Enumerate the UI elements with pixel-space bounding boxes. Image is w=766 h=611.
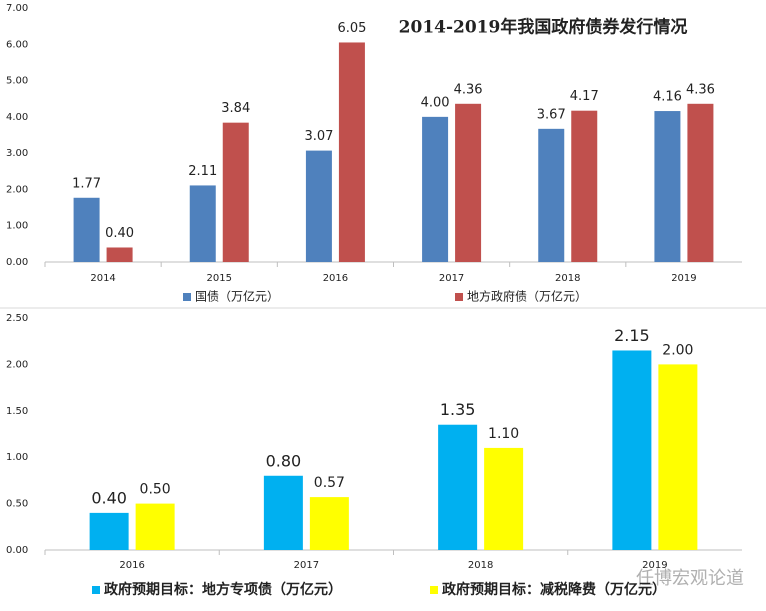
data-label: 6.05	[337, 21, 366, 36]
legend-label: 政府预期目标：减税降费（万亿元）	[442, 581, 666, 598]
data-label: 1.10	[488, 426, 519, 442]
legend-label: 国债（万亿元）	[195, 289, 279, 304]
data-label: 3.07	[304, 129, 333, 144]
data-label: 4.36	[454, 82, 483, 97]
watermark: 任博宏观论道	[636, 568, 744, 589]
x-tick-label: 2014	[90, 273, 115, 284]
bar	[484, 447, 524, 550]
data-label: 4.16	[653, 90, 682, 105]
y-tick-label: 1.00	[6, 221, 28, 232]
y-tick-label: 0.00	[6, 545, 28, 556]
legend-marker	[455, 293, 463, 301]
legend-marker	[430, 586, 438, 594]
legend-marker	[92, 586, 100, 594]
data-label: 1.77	[72, 176, 101, 191]
data-label: 2.15	[614, 326, 650, 345]
data-label: 0.57	[314, 475, 345, 491]
bar	[658, 364, 698, 550]
data-label: 3.67	[537, 107, 566, 122]
data-label: 0.80	[266, 451, 302, 470]
bar	[338, 42, 365, 262]
bar	[438, 424, 478, 550]
bar	[309, 497, 349, 550]
bar	[263, 475, 303, 550]
bar	[612, 350, 652, 550]
bar	[654, 111, 681, 263]
bar	[135, 503, 175, 550]
data-label: 2.11	[188, 164, 217, 179]
bar	[189, 185, 216, 262]
y-tick-label: 0.50	[6, 499, 28, 510]
legend-label: 地方政府债（万亿元）	[467, 289, 587, 304]
data-label: 1.35	[440, 400, 476, 419]
y-tick-label: 1.50	[6, 406, 28, 417]
data-label: 4.17	[570, 89, 599, 104]
bar	[538, 128, 565, 262]
y-tick-label: 5.00	[6, 76, 28, 87]
x-tick-label: 2018	[555, 273, 580, 284]
y-tick-label: 2.00	[6, 184, 28, 195]
data-label: 4.36	[686, 82, 715, 97]
bar	[106, 247, 133, 262]
y-tick-label: 2.00	[6, 359, 28, 370]
bar	[455, 103, 482, 263]
y-tick-label: 3.00	[6, 148, 28, 159]
y-tick-label: 6.00	[6, 39, 28, 50]
bar	[422, 116, 449, 262]
legend-label: 政府预期目标：地方专项债（万亿元）	[104, 581, 342, 598]
data-label: 3.84	[221, 101, 250, 116]
bar	[571, 110, 598, 262]
bar	[305, 150, 332, 262]
legend-marker	[183, 293, 191, 301]
bar	[222, 122, 249, 262]
data-label: 4.00	[421, 95, 450, 110]
x-tick-label: 2015	[207, 273, 232, 284]
chart-title: 2014-2019年我国政府债券发行情况	[399, 17, 688, 38]
y-tick-label: 2.50	[6, 313, 28, 324]
bar	[73, 197, 100, 262]
data-label: 0.50	[140, 482, 171, 498]
x-tick-label: 2017	[439, 273, 464, 284]
data-label: 0.40	[91, 488, 127, 507]
x-tick-label: 2019	[671, 273, 696, 284]
y-tick-label: 7.00	[6, 3, 28, 14]
x-tick-label: 2018	[468, 560, 493, 571]
data-label: 0.40	[105, 226, 134, 241]
x-tick-label: 2016	[323, 273, 348, 284]
x-tick-label: 2019	[642, 560, 667, 571]
x-tick-label: 2016	[119, 560, 144, 571]
y-tick-label: 0.00	[6, 257, 28, 268]
y-tick-label: 4.00	[6, 112, 28, 123]
bar	[89, 512, 129, 550]
bar	[687, 103, 714, 263]
y-tick-label: 1.00	[6, 452, 28, 463]
data-label: 2.00	[662, 342, 693, 358]
x-tick-label: 2017	[294, 560, 319, 571]
